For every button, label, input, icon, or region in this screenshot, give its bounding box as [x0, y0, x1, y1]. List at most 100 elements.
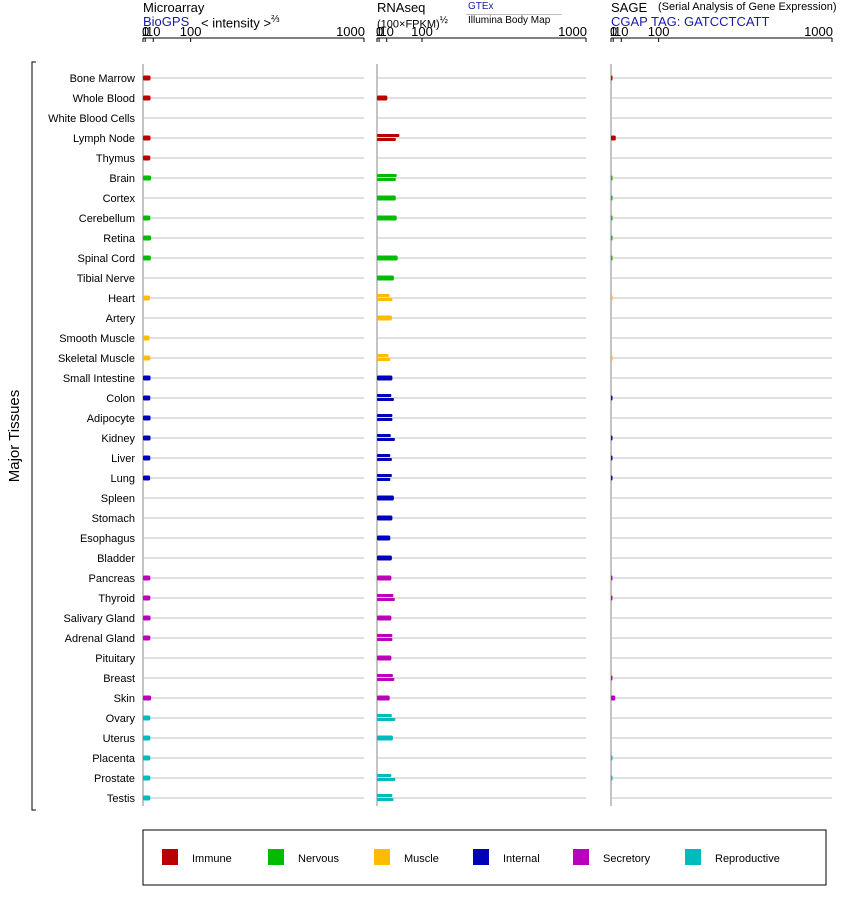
- tissue-label: Liver: [111, 453, 135, 465]
- expression-bar: [143, 235, 152, 241]
- legend-swatch: [374, 849, 390, 865]
- tissue-label: Brain: [109, 173, 135, 185]
- gtex-link[interactable]: GTEx: [468, 1, 494, 12]
- expression-bar: [377, 774, 392, 777]
- biogps-link[interactable]: BioGPS: [143, 14, 190, 29]
- x-tick-label: 100: [180, 24, 202, 39]
- rnaseq-unit-exponent: ½: [439, 15, 449, 26]
- expression-bar: [611, 595, 613, 601]
- expression-bar: [377, 394, 392, 397]
- expression-bar: [377, 275, 394, 281]
- expression-bar: [377, 298, 393, 301]
- expression-bar: [377, 354, 389, 357]
- tissue-label: Bladder: [97, 553, 135, 565]
- legend-swatch: [162, 849, 178, 865]
- expression-bar: [143, 455, 151, 461]
- expression-bar: [143, 795, 151, 801]
- tissue-label: Breast: [103, 673, 135, 685]
- expression-bar: [611, 575, 613, 581]
- sage-subtitle: (Serial Analysis of Gene Expression): [658, 1, 837, 13]
- illumina-label: Illumina Body Map: [468, 15, 551, 26]
- tissue-label: Whole Blood: [73, 93, 135, 105]
- x-tick-label: 0: [610, 24, 617, 39]
- expression-bar: [377, 398, 394, 401]
- expression-bar: [611, 135, 616, 141]
- expression-bar: [611, 755, 613, 761]
- tissue-label: Pancreas: [89, 573, 136, 585]
- expression-bar: [377, 515, 393, 521]
- expression-bar: [377, 434, 391, 437]
- x-tick-label: 0: [142, 24, 149, 39]
- legend-label: Secretory: [603, 853, 651, 865]
- tissue-label: Spinal Cord: [78, 253, 135, 265]
- tissue-label: Lung: [111, 473, 135, 485]
- expression-bar: [143, 295, 150, 301]
- expression-bar: [377, 138, 396, 141]
- legend-label: Internal: [503, 853, 540, 865]
- legend-swatch: [573, 849, 589, 865]
- expression-bar: [611, 435, 613, 441]
- expression-bar: [143, 435, 151, 441]
- expression-bar: [143, 75, 151, 81]
- expression-bar: [143, 595, 151, 601]
- expression-bar: [377, 458, 392, 461]
- expression-bar: [377, 594, 394, 597]
- tissue-label: Salivary Gland: [63, 613, 135, 625]
- expression-bar: [377, 638, 393, 641]
- x-tick-label: 1000: [336, 24, 365, 39]
- tissue-label: Testis: [107, 793, 136, 805]
- expression-bar: [377, 358, 391, 361]
- x-tick-label: 10: [379, 24, 393, 39]
- expression-bar: [143, 375, 151, 381]
- x-tick-label: 100: [648, 24, 670, 39]
- tissue-label: Spleen: [101, 493, 135, 505]
- legend-label: Reproductive: [715, 853, 780, 865]
- expression-bar: [611, 75, 613, 81]
- expression-bar: [377, 615, 392, 621]
- expression-bar: [377, 778, 396, 781]
- tissue-label: Thymus: [96, 153, 136, 165]
- expression-bar: [377, 678, 395, 681]
- expression-bar: [377, 495, 394, 501]
- tissue-label: Smooth Muscle: [59, 333, 135, 345]
- tissue-label: Small Intestine: [63, 373, 135, 385]
- expression-bar: [377, 215, 397, 221]
- rnaseq-title: RNAseq: [377, 0, 426, 15]
- tissue-label: Cerebellum: [79, 213, 135, 225]
- expression-bar: [377, 555, 392, 561]
- legend-swatch: [268, 849, 284, 865]
- group-label: Major Tissues: [6, 390, 23, 483]
- expression-bar: [611, 775, 613, 781]
- expression-bar: [377, 375, 393, 381]
- legend-label: Muscle: [404, 853, 439, 865]
- cgap-tag-link[interactable]: CGAP TAG: GATCCTCATT: [611, 14, 770, 29]
- expression-bar: [377, 695, 390, 701]
- expression-bar: [377, 798, 394, 801]
- expression-bar: [143, 695, 152, 701]
- tissue-label: Adrenal Gland: [65, 633, 135, 645]
- tissue-label: Esophagus: [80, 533, 136, 545]
- tissue-label: Stomach: [92, 513, 135, 525]
- microarray-unit-exponent: ⅔: [271, 14, 280, 25]
- expression-bar: [377, 178, 396, 181]
- tissue-label: Colon: [106, 393, 135, 405]
- legend-swatch: [685, 849, 701, 865]
- expression-bar: [377, 598, 395, 601]
- expression-bar: [143, 715, 151, 721]
- expression-bar: [143, 135, 151, 141]
- tissue-label: Placenta: [92, 753, 136, 765]
- legend-label: Immune: [192, 853, 232, 865]
- group-bracket: [31, 61, 36, 811]
- tissue-label: Artery: [106, 313, 136, 325]
- tissue-label: Skeletal Muscle: [58, 353, 135, 365]
- expression-bar: [377, 438, 395, 441]
- microarray-title: Microarray: [143, 0, 205, 15]
- expression-bar: [377, 414, 393, 417]
- tissue-label: Pituitary: [95, 653, 135, 665]
- tissue-label: Kidney: [101, 433, 135, 445]
- tissue-label: Thyroid: [98, 593, 135, 605]
- rnaseq-unit: (100×FPKM)½: [377, 15, 448, 31]
- expression-bar: [143, 395, 151, 401]
- x-tick-label: 10: [614, 24, 628, 39]
- expression-bar: [377, 134, 400, 137]
